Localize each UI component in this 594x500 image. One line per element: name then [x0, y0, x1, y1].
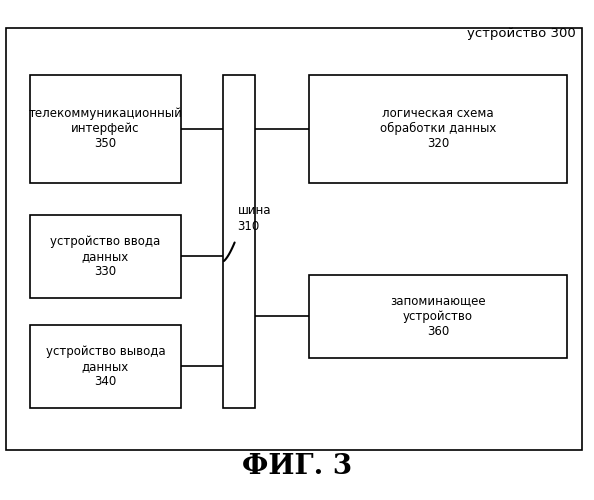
Text: логическая схема
обработки данных
320: логическая схема обработки данных 320 [380, 107, 496, 150]
Bar [309, 275, 567, 357]
Bar [30, 75, 181, 182]
Text: шина
310: шина 310 [238, 204, 271, 233]
Text: устройство 300: устройство 300 [467, 28, 576, 40]
Bar [6, 28, 582, 450]
Text: телекоммуникационный
интерфейс
350: телекоммуникационный интерфейс 350 [29, 108, 182, 150]
Bar [309, 75, 567, 182]
Bar [30, 325, 181, 407]
Text: ФИГ. 3: ФИГ. 3 [242, 453, 352, 480]
Text: устройство ввода
данных
330: устройство ввода данных 330 [50, 235, 160, 278]
Text: запоминающее
устройство
360: запоминающее устройство 360 [390, 294, 486, 338]
Text: устройство вывода
данных
340: устройство вывода данных 340 [46, 345, 165, 388]
Bar [223, 75, 255, 407]
Bar [30, 215, 181, 298]
